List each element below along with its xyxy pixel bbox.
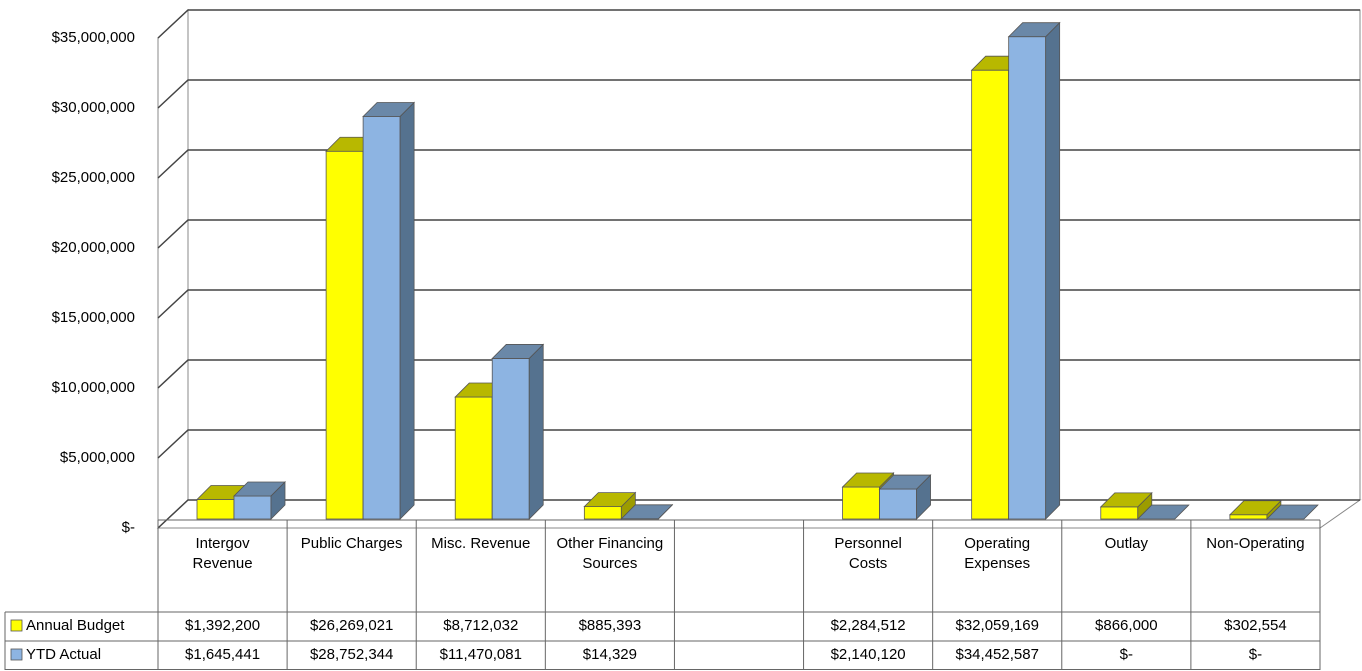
bar-side [1045, 21, 1061, 520]
table-value: $34,452,587 [955, 646, 1039, 663]
bar [1099, 491, 1153, 520]
bar-top [233, 481, 286, 497]
bar [1136, 504, 1190, 520]
category-label: Personnel Costs [834, 535, 902, 572]
y-tick-label: $15,000,000 [52, 309, 135, 326]
bar-front [842, 486, 880, 520]
grid-line [157, 289, 1360, 319]
bar [620, 503, 674, 520]
y-tick-label: $25,000,000 [52, 169, 135, 186]
table-value: $1,645,441 [185, 646, 261, 663]
bar-top [491, 344, 545, 359]
category-label: Outlay [1104, 535, 1148, 552]
table-value: $2,140,120 [830, 646, 906, 663]
bar-top [583, 492, 637, 508]
grid-line-segment [157, 79, 1360, 109]
bar [583, 491, 637, 520]
bar-front [491, 358, 530, 520]
table-value: $26,269,021 [309, 617, 394, 634]
bar-top [1007, 22, 1061, 38]
grid-line [157, 79, 1360, 109]
table-value: $32,059,169 [955, 617, 1039, 634]
bar-front [233, 495, 272, 520]
table-value: $11,470,081 [439, 646, 522, 663]
table-value: $- [1119, 646, 1133, 663]
bar-top [620, 504, 674, 520]
bar-top [841, 472, 895, 488]
table-value: $- [1248, 646, 1263, 663]
grid-line-segment [157, 149, 1360, 179]
legend-label: Annual Budget [26, 617, 125, 634]
y-tick-label: $30,000,000 [52, 99, 135, 116]
grid-line [157, 149, 1360, 179]
bar-front [971, 69, 1010, 520]
bar-front [362, 116, 401, 520]
category-label: Non-Operating [1206, 535, 1305, 552]
bar-front [583, 506, 622, 520]
bar [1265, 504, 1319, 520]
y-tick-label: $10,000,000 [52, 379, 135, 396]
bar-front [196, 499, 235, 520]
bar-top [1265, 504, 1319, 520]
bar-front [454, 396, 493, 520]
grid-line-segment [157, 289, 1360, 319]
bar-side [399, 101, 415, 520]
y-tick-label: $5,000,000 [60, 449, 135, 466]
bar [491, 343, 545, 520]
bar-front [1229, 514, 1268, 520]
y-tick-label: $- [122, 519, 135, 536]
category-label: Operating Expenses [964, 535, 1031, 572]
bar-front [1100, 506, 1139, 520]
table-value: $8,712,032 [443, 617, 519, 634]
table-value: $28,752,344 [309, 646, 394, 663]
grid-line [157, 359, 1360, 389]
table-value: $885,393 [578, 617, 642, 634]
bar-front [325, 150, 364, 520]
legend-swatch [10, 619, 23, 632]
grid-line-segment [157, 9, 1360, 39]
category-label: Misc. Revenue [431, 535, 531, 552]
grid-line [157, 219, 1360, 249]
bar [362, 101, 416, 520]
left-wall [157, 8, 189, 530]
table-value: $302,554 [1224, 617, 1287, 634]
grid-line-segment [157, 429, 1360, 459]
category-label: Other Financing Sources [556, 535, 664, 572]
bar [841, 472, 895, 520]
y-tick-label: $35,000,000 [52, 29, 135, 46]
table-value: $866,000 [1095, 617, 1158, 634]
table-value: $1,392,200 [185, 617, 261, 634]
bar-top [362, 102, 416, 117]
table-value: $2,284,512 [830, 617, 906, 634]
category-label: Intergov Revenue [192, 535, 253, 572]
table-value: $14,329 [582, 646, 637, 663]
legend-swatch [10, 648, 23, 661]
y-tick-label: $20,000,000 [52, 239, 135, 256]
legend-label: YTD Actual [26, 646, 102, 663]
grid-line-segment [157, 499, 1360, 529]
bar-top [1099, 492, 1153, 508]
bar-front [879, 488, 917, 520]
bar-top [1136, 504, 1190, 520]
bar-side [528, 343, 544, 520]
bar [1228, 499, 1282, 520]
bar [878, 474, 932, 520]
grid-line [157, 499, 1360, 529]
bar-top [878, 474, 932, 490]
category-label: Public Charges [300, 535, 403, 552]
bar [233, 480, 286, 520]
grid-line-segment [157, 359, 1360, 389]
bar-top [1228, 500, 1282, 516]
grid-line-segment [157, 219, 1360, 249]
bar [1007, 21, 1061, 520]
grid-line [157, 429, 1360, 459]
grid-line [157, 9, 1360, 39]
bar-front [1008, 36, 1047, 520]
